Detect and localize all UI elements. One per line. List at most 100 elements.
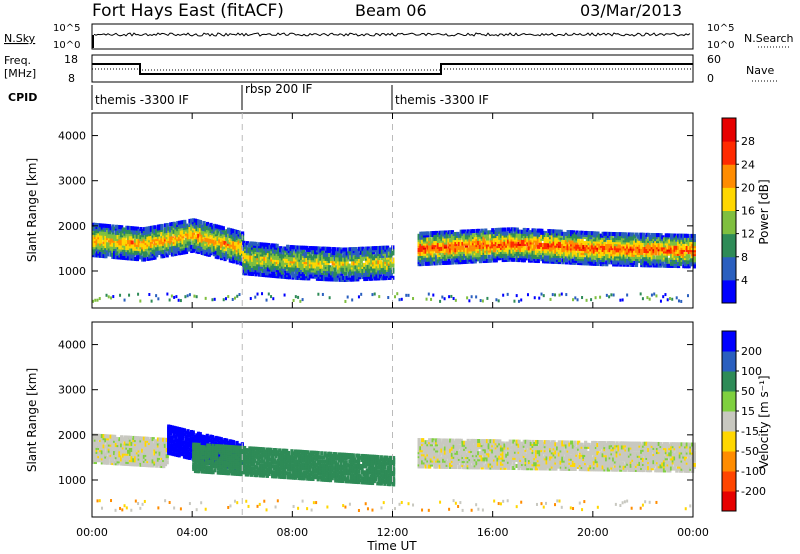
power-cell xyxy=(605,262,609,267)
power-cell xyxy=(371,268,376,273)
power-cell xyxy=(529,250,533,255)
power-cell xyxy=(296,245,300,250)
power-cell xyxy=(673,233,677,238)
power-cell xyxy=(384,247,388,252)
velocity-cell xyxy=(137,440,141,445)
power-cell xyxy=(97,243,101,248)
power-cell xyxy=(335,257,339,262)
power-noise xyxy=(497,299,500,303)
power-cell xyxy=(249,251,253,256)
power-cell xyxy=(312,266,316,271)
power-cell xyxy=(342,261,346,266)
power-cell xyxy=(301,245,306,250)
power-cell xyxy=(100,231,104,236)
power-cell xyxy=(475,249,479,254)
power-cell xyxy=(526,252,530,257)
power-cell xyxy=(503,255,507,260)
power-cell xyxy=(443,256,448,261)
power-cell xyxy=(235,236,239,241)
velocity-cell xyxy=(179,447,183,452)
power-cell xyxy=(239,249,243,254)
power-cell xyxy=(599,258,604,263)
power-cell xyxy=(99,239,103,244)
power-cell xyxy=(272,263,276,268)
power-cell xyxy=(120,231,124,236)
power-cell xyxy=(655,257,660,262)
power-cell xyxy=(513,243,518,248)
velocity-cell xyxy=(162,456,166,461)
power-cell xyxy=(254,254,258,259)
power-cell xyxy=(673,241,677,246)
velocity-cell xyxy=(200,438,204,443)
velocity-cell xyxy=(168,439,173,444)
velocity-cell xyxy=(219,437,223,442)
power-cell xyxy=(592,249,597,254)
velocity-cell xyxy=(135,462,140,467)
power-cell xyxy=(279,258,283,263)
power-cell xyxy=(605,235,609,240)
power-cell xyxy=(650,237,654,242)
power-cell xyxy=(522,231,526,236)
velocity-cell xyxy=(95,452,99,457)
velocity-cell xyxy=(92,443,96,448)
power-cell xyxy=(645,238,649,243)
velocity-cell xyxy=(148,463,152,468)
power-cell xyxy=(633,256,637,261)
power-cell xyxy=(466,239,470,244)
power-cell xyxy=(314,270,318,275)
power-cell xyxy=(102,239,106,244)
power-cell xyxy=(426,245,430,250)
power-cell xyxy=(335,259,339,264)
power-cell xyxy=(95,227,99,232)
power-cell xyxy=(130,226,134,231)
power-cell xyxy=(289,271,293,276)
velocity-cell xyxy=(196,435,201,440)
power-cell xyxy=(683,254,688,259)
velocity-cell xyxy=(120,435,124,440)
velocity-cell xyxy=(184,436,188,441)
power-cell xyxy=(209,251,213,256)
power-cell xyxy=(324,252,328,257)
power-cell xyxy=(676,241,681,246)
power-cell xyxy=(324,267,328,272)
power-cell xyxy=(433,257,437,262)
power-cell xyxy=(619,246,623,251)
power-cell xyxy=(204,231,208,236)
power-cell xyxy=(682,239,686,244)
velocity-cell xyxy=(130,452,134,457)
power-cell xyxy=(624,238,628,243)
power-cell xyxy=(308,256,313,261)
power-cell xyxy=(202,233,206,238)
power-cell xyxy=(431,247,435,252)
power-cell xyxy=(520,254,525,259)
power-cell xyxy=(456,248,460,253)
power-cell xyxy=(380,251,384,256)
power-cell xyxy=(575,242,579,247)
power-cell xyxy=(349,267,353,272)
power-cell xyxy=(244,259,248,264)
power-cell xyxy=(633,234,637,239)
power-cell xyxy=(601,237,605,242)
power-cell xyxy=(499,235,504,240)
power-cell xyxy=(202,245,206,250)
power-cell xyxy=(613,240,618,245)
power-cell xyxy=(575,258,579,263)
power-cell xyxy=(193,224,197,229)
velocity-cell xyxy=(125,461,129,466)
power-cell xyxy=(319,268,323,273)
power-cell xyxy=(619,236,623,241)
power-noise xyxy=(520,298,523,302)
power-cell xyxy=(570,248,574,253)
power-cell xyxy=(258,264,262,269)
power-cell xyxy=(167,226,171,231)
power-cell xyxy=(678,262,682,267)
power-cell xyxy=(342,259,346,264)
velocity-cell xyxy=(121,457,125,462)
power-cell xyxy=(179,238,183,243)
power-cell xyxy=(389,255,393,260)
power-noise xyxy=(398,298,401,302)
power-cell xyxy=(426,261,430,266)
power-cell xyxy=(294,245,299,250)
power-cell xyxy=(655,237,660,242)
velocity-cell xyxy=(142,444,147,449)
